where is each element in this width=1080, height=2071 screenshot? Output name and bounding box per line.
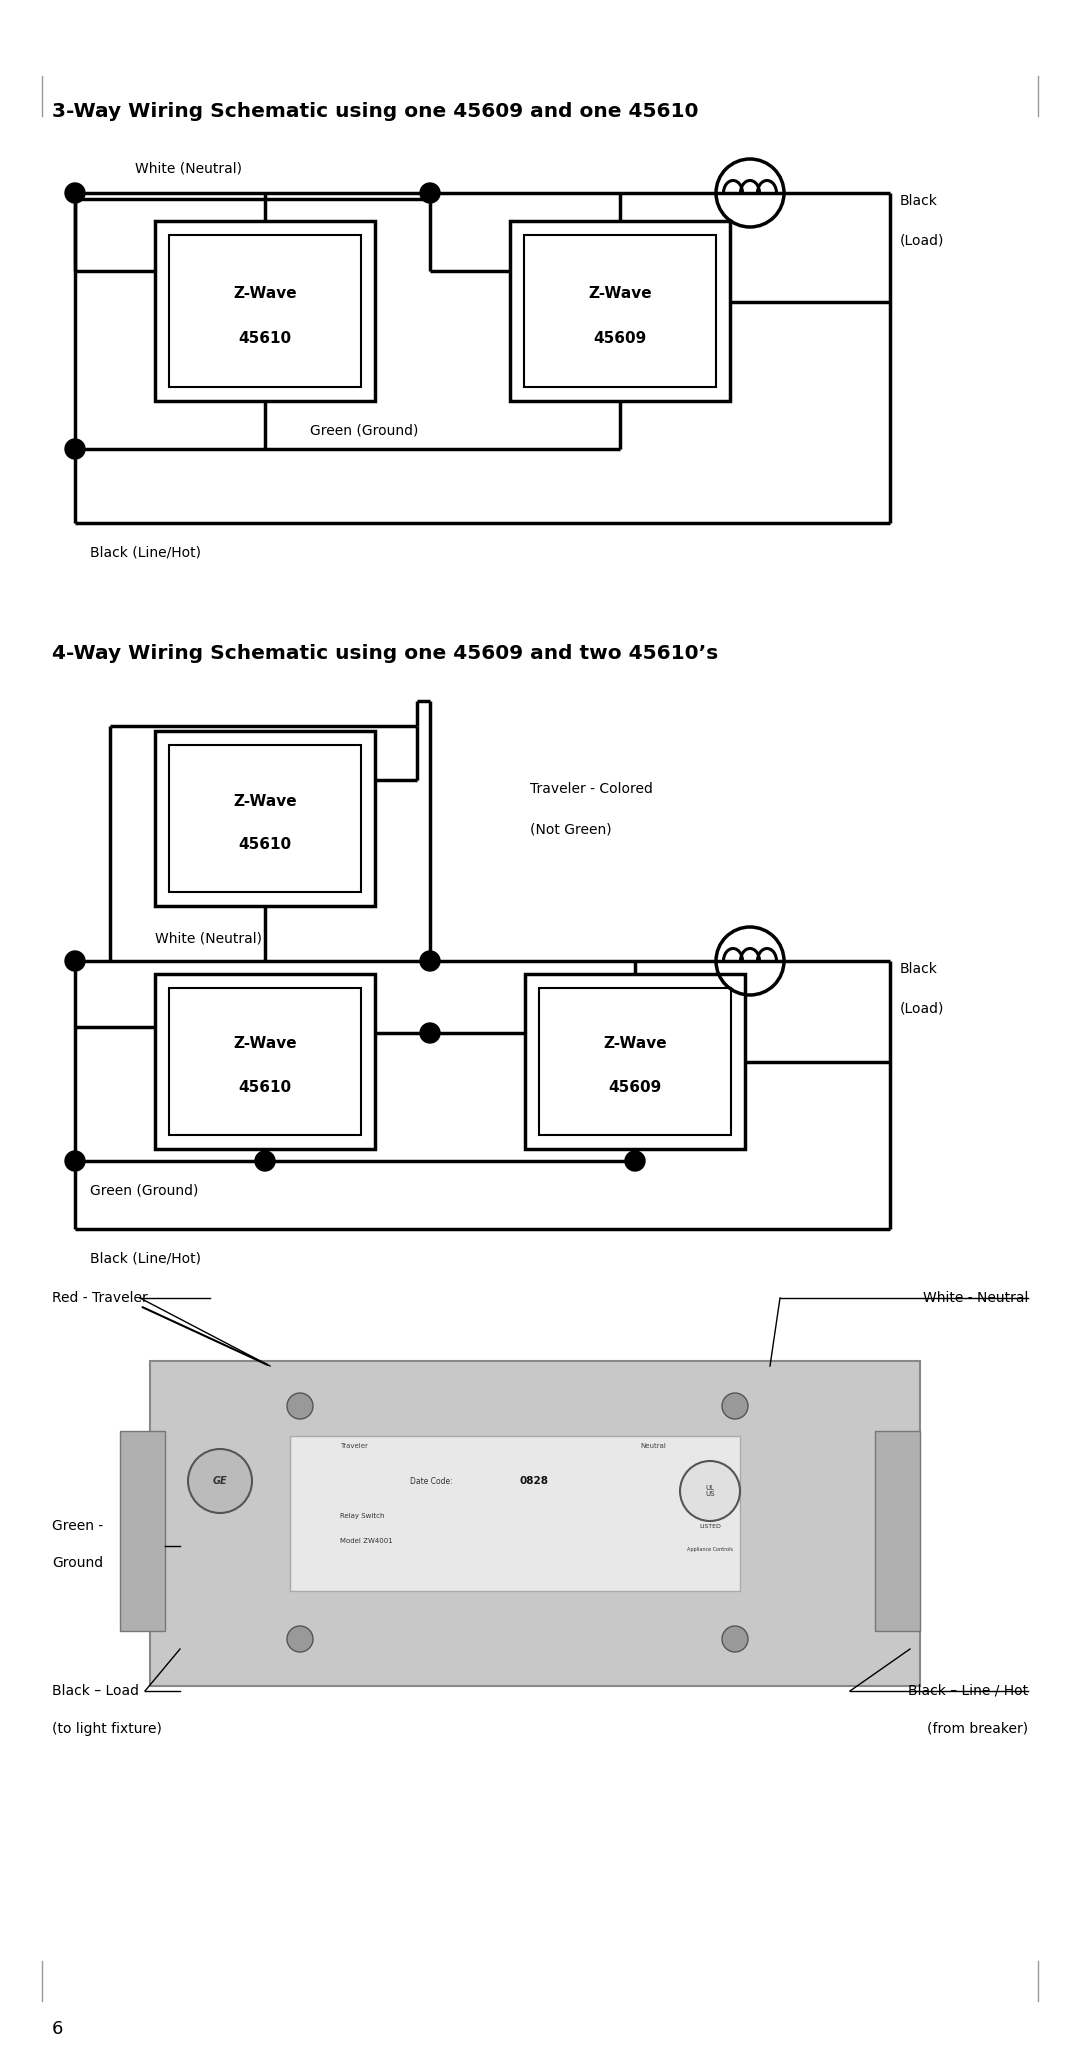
Text: Neutral: Neutral: [640, 1443, 666, 1450]
Text: 3-Way Wiring Schematic using one 45609 and one 45610: 3-Way Wiring Schematic using one 45609 a…: [52, 101, 699, 120]
Bar: [150, 1361, 920, 1686]
Text: 45610: 45610: [239, 837, 292, 853]
Bar: [168, 234, 361, 387]
Text: Red - Traveler: Red - Traveler: [52, 1290, 148, 1305]
Text: Green (Ground): Green (Ground): [90, 1183, 199, 1197]
Text: Black – Line / Hot: Black – Line / Hot: [908, 1684, 1028, 1698]
Circle shape: [420, 182, 440, 203]
Text: Black (Line/Hot): Black (Line/Hot): [90, 545, 201, 559]
Text: (from breaker): (from breaker): [927, 1721, 1028, 1735]
Circle shape: [723, 1626, 748, 1653]
Circle shape: [420, 951, 440, 971]
Circle shape: [680, 1460, 740, 1520]
Text: Green (Ground): Green (Ground): [310, 422, 418, 437]
Text: (Load): (Load): [900, 234, 944, 246]
Text: (Load): (Load): [900, 1000, 944, 1015]
Text: LISTED: LISTED: [699, 1524, 721, 1528]
Bar: [168, 988, 361, 1135]
Text: Black (Line/Hot): Black (Line/Hot): [90, 1251, 201, 1265]
Circle shape: [65, 439, 85, 460]
Bar: [156, 973, 375, 1149]
Bar: [524, 234, 716, 387]
Text: Traveler: Traveler: [340, 1443, 368, 1450]
Text: (to light fixture): (to light fixture): [52, 1721, 162, 1735]
Bar: [510, 222, 730, 402]
Text: 45609: 45609: [608, 1081, 662, 1096]
Circle shape: [188, 1450, 252, 1514]
Text: White (Neutral): White (Neutral): [135, 162, 242, 176]
Circle shape: [287, 1394, 313, 1419]
Circle shape: [65, 182, 85, 203]
Circle shape: [625, 1151, 645, 1170]
Circle shape: [723, 1394, 748, 1419]
Text: GE: GE: [213, 1477, 227, 1487]
Text: 4-Way Wiring Schematic using one 45609 and two 45610’s: 4-Way Wiring Schematic using one 45609 a…: [52, 644, 718, 663]
Circle shape: [255, 1151, 275, 1170]
Circle shape: [65, 1151, 85, 1170]
Text: Appliance Controls: Appliance Controls: [687, 1547, 733, 1551]
Text: Z-Wave: Z-Wave: [233, 793, 297, 808]
Text: Green -: Green -: [52, 1518, 104, 1533]
Bar: [168, 746, 361, 893]
Bar: [539, 988, 731, 1135]
Bar: [525, 973, 745, 1149]
Text: White (Neutral): White (Neutral): [156, 932, 262, 944]
Text: White - Neutral: White - Neutral: [922, 1290, 1028, 1305]
Bar: [156, 222, 375, 402]
Circle shape: [420, 1023, 440, 1044]
Text: Z-Wave: Z-Wave: [589, 286, 652, 300]
Text: 45610: 45610: [239, 331, 292, 346]
Text: Black: Black: [900, 195, 937, 207]
Text: Z-Wave: Z-Wave: [233, 286, 297, 300]
Text: 45610: 45610: [239, 1081, 292, 1096]
Bar: [120, 1431, 165, 1632]
Text: 45609: 45609: [593, 331, 647, 346]
Text: 6: 6: [52, 2019, 64, 2038]
Text: Traveler - Colored (Not Green): Traveler - Colored (Not Green): [156, 1002, 364, 1017]
Circle shape: [65, 951, 85, 971]
Text: Black: Black: [900, 963, 937, 975]
Text: (Not Green): (Not Green): [530, 822, 611, 837]
Text: Traveler - Colored (Not Green): Traveler - Colored (Not Green): [156, 275, 364, 290]
Text: UL
US: UL US: [705, 1485, 715, 1497]
Text: 0828: 0828: [519, 1477, 549, 1487]
Bar: [291, 1435, 740, 1591]
Text: Relay Switch: Relay Switch: [340, 1514, 384, 1518]
Text: Traveler - Colored: Traveler - Colored: [530, 783, 653, 795]
Text: Black – Load: Black – Load: [52, 1684, 139, 1698]
Text: Z-Wave: Z-Wave: [233, 1036, 297, 1052]
Text: Model ZW4001: Model ZW4001: [340, 1539, 393, 1545]
Bar: [875, 1431, 920, 1632]
Bar: [156, 731, 375, 905]
Text: Date Code:: Date Code:: [410, 1477, 453, 1485]
Text: Ground: Ground: [52, 1555, 103, 1570]
Text: Z-Wave: Z-Wave: [604, 1036, 666, 1052]
Circle shape: [287, 1626, 313, 1653]
